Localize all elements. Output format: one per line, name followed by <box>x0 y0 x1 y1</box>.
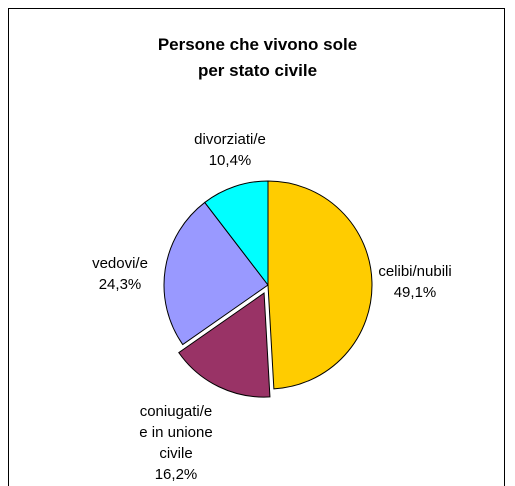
label-coniugati: coniugati/e e in unione civile 16,2% <box>139 403 212 483</box>
slice-divorziati <box>204 180 269 287</box>
slice-celibi-nubili <box>267 180 373 390</box>
label-vedovi: vedovi/e 24,3% <box>92 255 148 293</box>
chart-title-line-2: per stato civile <box>197 61 318 80</box>
label-divorziati: divorziati/e 10,4% <box>194 131 266 169</box>
chart-title-line-1: Persone che vivono sole <box>157 35 358 54</box>
slice-coniugati <box>178 292 271 398</box>
label-celibi-nubili: celibi/nubili 49,1% <box>378 263 451 301</box>
slice-vedovi <box>163 201 269 346</box>
chart-title: Persone che vivono sole per stato civile <box>0 32 515 84</box>
